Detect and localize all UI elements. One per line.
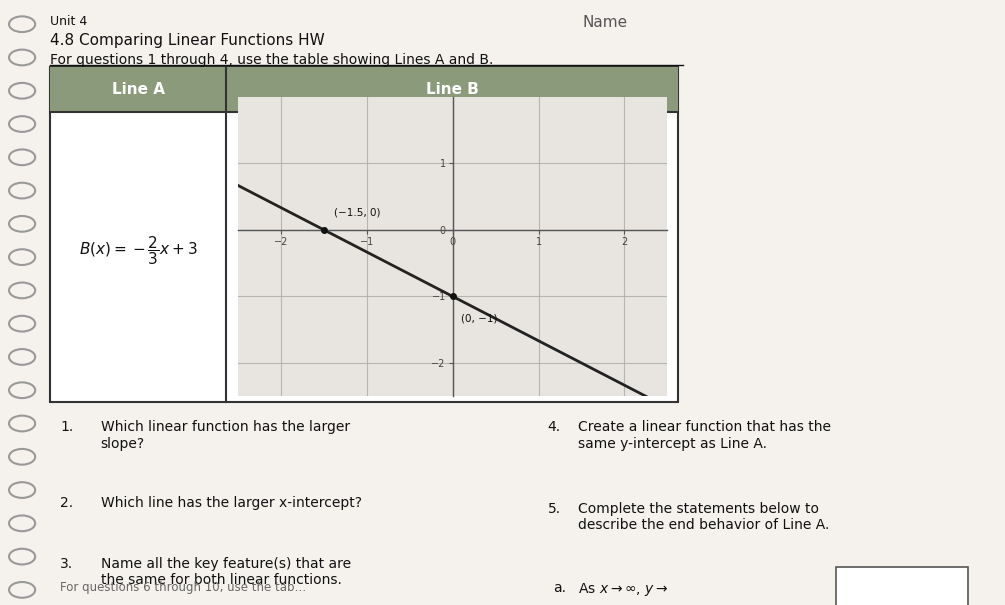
Text: ○: ○: [847, 599, 857, 605]
Text: 4.8 Comparing Linear Functions HW: 4.8 Comparing Linear Functions HW: [50, 33, 325, 48]
Text: Line A: Line A: [112, 82, 165, 97]
Text: Complete the statements below to
describe the end behavior of Line A.: Complete the statements below to describ…: [578, 502, 829, 532]
Text: ○: ○: [847, 574, 857, 584]
FancyBboxPatch shape: [836, 567, 968, 605]
Text: $B(x) = -\dfrac{2}{3}x + 3$: $B(x) = -\dfrac{2}{3}x + 3$: [78, 235, 198, 267]
Text: 3.: 3.: [60, 557, 73, 571]
Text: a.: a.: [553, 581, 566, 595]
Text: Unit 4: Unit 4: [50, 15, 87, 28]
Text: (0, −1): (0, −1): [461, 314, 497, 324]
Text: (−1.5, 0): (−1.5, 0): [335, 208, 381, 217]
Text: For questions 6 through 10, use the tab…: For questions 6 through 10, use the tab…: [60, 581, 307, 594]
Text: 4.: 4.: [548, 420, 561, 434]
Text: Line B: Line B: [426, 82, 478, 97]
Text: 5.: 5.: [548, 502, 561, 516]
FancyBboxPatch shape: [50, 67, 678, 402]
Text: 1.: 1.: [60, 420, 73, 434]
Text: Name all the key feature(s) that are
the same for both linear functions.: Name all the key feature(s) that are the…: [100, 557, 351, 587]
Text: For questions 1 through 4, use the table showing Lines A and B.: For questions 1 through 4, use the table…: [50, 53, 493, 67]
Text: ∞: ∞: [881, 599, 891, 605]
FancyBboxPatch shape: [50, 67, 226, 112]
Text: Which linear function has the larger
slope?: Which linear function has the larger slo…: [100, 420, 350, 451]
Text: −∞: −∞: [881, 574, 902, 586]
Text: 2.: 2.: [60, 496, 73, 510]
FancyBboxPatch shape: [226, 67, 678, 112]
Text: As $x \rightarrow \infty$, $y \rightarrow$: As $x \rightarrow \infty$, $y \rightarro…: [578, 581, 668, 598]
Text: Name: Name: [583, 15, 628, 30]
Text: Create a linear function that has the
same y-intercept as Line A.: Create a linear function that has the sa…: [578, 420, 831, 451]
Text: Which line has the larger x-intercept?: Which line has the larger x-intercept?: [100, 496, 362, 510]
